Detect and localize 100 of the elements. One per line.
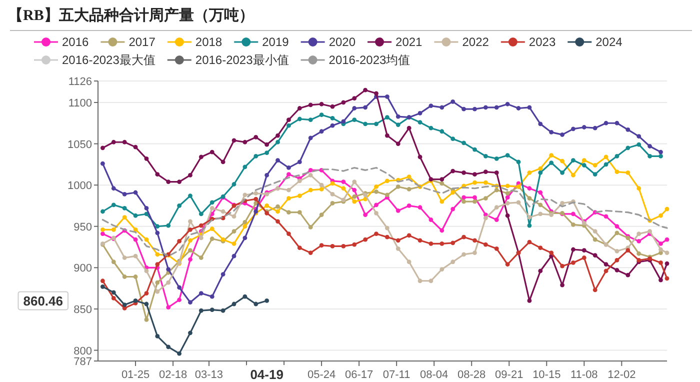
- point: [155, 262, 160, 267]
- point: [472, 180, 477, 185]
- point: [440, 129, 444, 134]
- point: [428, 218, 434, 222]
- point: [319, 102, 324, 106]
- point: [276, 209, 280, 214]
- point: [177, 285, 182, 290]
- point: [614, 230, 620, 236]
- x-tick-label: 05-24: [307, 369, 336, 381]
- point: [472, 238, 477, 243]
- point: [155, 334, 160, 338]
- point: [276, 133, 280, 138]
- point: [264, 298, 270, 303]
- point: [560, 132, 564, 137]
- point: [472, 172, 477, 177]
- point: [384, 226, 390, 230]
- point: [374, 210, 378, 216]
- point: [100, 227, 105, 232]
- point: [396, 238, 400, 243]
- y-tick-label: 850: [74, 304, 92, 316]
- point: [220, 160, 226, 164]
- point: [483, 180, 488, 185]
- point: [352, 106, 357, 110]
- point: [462, 106, 466, 112]
- point: [626, 272, 630, 278]
- legend-label: 2021: [396, 35, 423, 49]
- point: [505, 191, 510, 196]
- point: [658, 150, 663, 154]
- point: [614, 154, 620, 158]
- point: [440, 177, 444, 182]
- point: [626, 248, 630, 253]
- point: [210, 294, 214, 299]
- point: [166, 305, 171, 310]
- point: [494, 105, 499, 110]
- point: [483, 154, 488, 158]
- point: [571, 158, 576, 162]
- point: [330, 181, 335, 186]
- legend-label: 2023: [528, 35, 556, 49]
- point: [483, 196, 488, 200]
- point: [494, 205, 499, 210]
- point: [133, 254, 138, 258]
- point: [352, 199, 357, 204]
- point: [636, 186, 642, 191]
- point: [100, 232, 105, 236]
- legend-label: 2018: [195, 35, 222, 49]
- point: [232, 254, 236, 258]
- point: [560, 201, 564, 206]
- y-tick-label: 1126: [68, 76, 92, 88]
- point: [276, 204, 280, 209]
- point: [210, 150, 214, 154]
- point: [100, 209, 105, 214]
- point: [122, 215, 127, 220]
- point: [549, 250, 554, 255]
- point: [549, 160, 554, 165]
- point: [582, 256, 586, 260]
- point: [505, 184, 510, 188]
- point: [242, 192, 248, 198]
- point: [374, 122, 378, 126]
- y-tick-label: 1050: [68, 138, 92, 151]
- point: [538, 122, 543, 126]
- point: [418, 205, 422, 210]
- point: [308, 168, 313, 172]
- point: [604, 214, 608, 219]
- point: [242, 140, 248, 144]
- point: [384, 178, 390, 184]
- point: [494, 246, 499, 251]
- point: [505, 102, 510, 106]
- chart-title: 【RB】五大品种合计周产量（万吨）: [8, 7, 254, 24]
- point: [604, 162, 608, 167]
- point: [614, 248, 620, 254]
- point: [122, 206, 127, 210]
- point: [626, 146, 630, 150]
- point: [188, 194, 192, 198]
- point: [352, 242, 357, 247]
- point: [571, 126, 576, 132]
- point: [384, 234, 390, 240]
- point: [664, 276, 670, 281]
- x-tick-label: 12-02: [608, 369, 636, 381]
- point: [286, 172, 291, 177]
- point: [527, 105, 532, 110]
- point: [406, 187, 412, 192]
- point: [658, 213, 663, 218]
- point: [220, 209, 226, 214]
- point: [374, 189, 378, 194]
- point: [254, 134, 258, 140]
- point: [658, 278, 663, 282]
- point: [155, 289, 160, 294]
- point: [450, 99, 456, 104]
- point: [232, 138, 236, 143]
- point: [188, 330, 192, 336]
- text: 860.46: [23, 294, 63, 309]
- point: [308, 172, 313, 178]
- point: [592, 163, 598, 168]
- point: [571, 172, 576, 178]
- point: [286, 123, 291, 128]
- point: [188, 227, 192, 232]
- point: [220, 272, 226, 276]
- point: [560, 264, 564, 268]
- point: [341, 119, 346, 124]
- point: [254, 154, 258, 158]
